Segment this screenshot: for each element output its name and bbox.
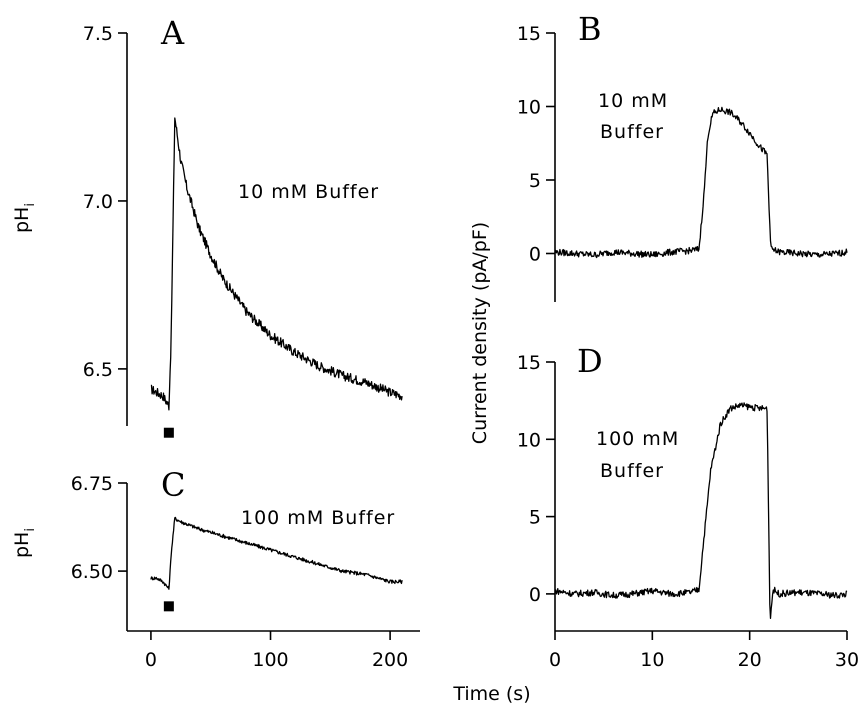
panel-d-annotation-line1: 100 mM (596, 428, 679, 450)
panel-c-letter: C (161, 466, 185, 504)
panel-d-ticks: 0 5 10 15 0 10 20 30 (517, 352, 859, 671)
panel-d-trace (554, 402, 848, 619)
panel-c-ytick-label: 6.75 (71, 473, 113, 495)
panel-d: D 100 mM Buffer 0 5 10 15 0 10 20 30 (517, 342, 859, 671)
panel-d-xtick-label: 10 (640, 649, 664, 671)
panel-d-ytick-label: 10 (517, 429, 541, 451)
panel-a-ylabel: pHi (11, 203, 38, 233)
panel-a-letter: A (160, 14, 185, 52)
panel-c-xtick-label: 0 (145, 649, 157, 671)
panel-a-stimulus-marker (163, 427, 174, 438)
panel-c-trace (150, 516, 403, 590)
panel-b-annotation-line2: Buffer (600, 121, 664, 143)
panel-b-ytick-label: 0 (529, 243, 541, 265)
panel-b-ytick-label: 5 (529, 170, 541, 192)
panel-c-xtick-label: 100 (252, 649, 288, 671)
panel-b-ytick-label: 15 (517, 23, 541, 45)
panel-d-letter: D (577, 342, 603, 380)
panel-d-xtick-label: 0 (549, 649, 561, 671)
panel-d-xtick-label: 30 (835, 649, 859, 671)
panel-a-ytick-label: 6.5 (83, 359, 113, 381)
panel-a-trace (150, 117, 403, 411)
panel-a-ytick-label: 7.5 (83, 23, 113, 45)
panel-a-ticks: 6.5 7.0 7.5 (83, 23, 127, 381)
panel-b-ticks: 0 5 10 15 (517, 23, 555, 265)
panel-d-annotation-line2: Buffer (600, 460, 664, 482)
panel-b: B 10 mM Buffer 0 5 10 15 (517, 10, 848, 302)
x-axis-label: Time (s) (452, 683, 530, 705)
panel-c-ticks: 6.50 6.75 0 100 200 (71, 473, 409, 671)
panel-a: A 10 mM Buffer 6.5 7.0 7.5 pHi (11, 14, 403, 438)
panel-d-ytick-label: 0 (529, 584, 541, 606)
panel-d-ytick-label: 5 (529, 507, 541, 529)
panel-b-letter: B (578, 10, 602, 48)
panel-c-xtick-label: 200 (372, 649, 408, 671)
panel-c-ytick-label: 6.50 (71, 561, 113, 583)
panel-c-stimulus-marker (163, 601, 174, 612)
panel-a-annotation: 10 mM Buffer (238, 181, 379, 203)
panel-d-ytick-label: 15 (517, 352, 541, 374)
panel-c-annotation: 100 mM Buffer (241, 507, 395, 529)
panel-b-trace (554, 106, 848, 259)
panel-d-xtick-label: 20 (738, 649, 762, 671)
panel-b-ytick-label: 10 (517, 96, 541, 118)
panel-b-annotation-line1: 10 mM (598, 90, 668, 112)
right-ylabel: Current density (pA/pF) (469, 222, 491, 444)
panel-c-ylabel: pHi (11, 528, 38, 558)
panel-a-ytick-label: 7.0 (83, 191, 113, 213)
panel-c: C 100 mM Buffer 6.50 6.75 0 100 200 pHi (11, 466, 420, 671)
